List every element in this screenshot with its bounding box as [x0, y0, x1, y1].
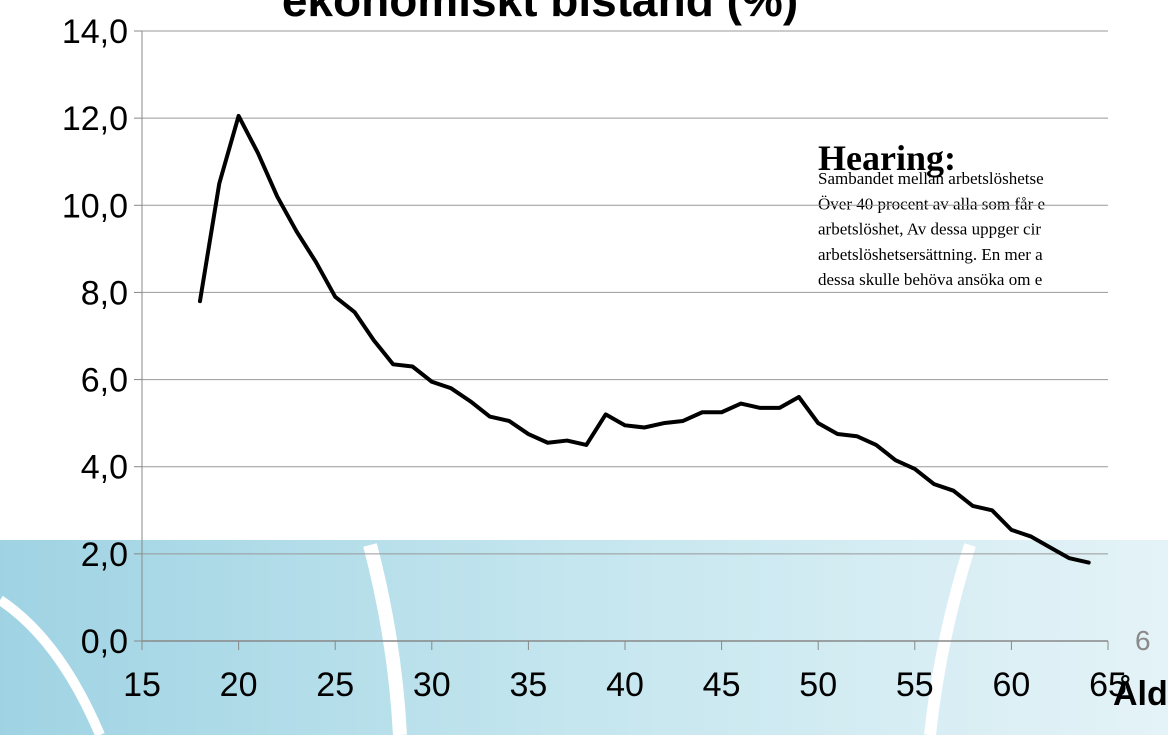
x-tick-label: 40: [606, 666, 644, 704]
annotation-line: arbetslöshet, Av dessa uppger cir: [818, 220, 1041, 239]
y-tick-label: 14,0: [62, 13, 128, 51]
x-axis-label: Ålder: [1113, 675, 1168, 713]
x-tick-label: 30: [413, 666, 451, 704]
annotation-line: Över 40 procent av alla som får e: [818, 194, 1045, 213]
annotation-heading: Hearing:: [818, 138, 956, 178]
x-tick-label: 45: [703, 666, 741, 704]
annotation-text: Sambandet mellan arbetslöshetse Över 40 p…: [818, 169, 1045, 289]
slide-number: 6: [1135, 625, 1151, 656]
y-tick-label: 2,0: [81, 536, 128, 574]
x-tick-label: 50: [799, 666, 837, 704]
chart-title: ekonomiskt bistånd (%): [282, 0, 798, 26]
x-tick-label: 55: [896, 666, 934, 704]
y-tick-label: 0,0: [81, 623, 128, 661]
decor-curve: [924, 543, 976, 735]
x-tick-label: 65: [1089, 666, 1127, 704]
decor-band: [0, 540, 1168, 735]
decor-curve: [363, 543, 407, 735]
y-tick-label: 6,0: [81, 362, 128, 400]
annotation-line: Sambandet mellan arbetslöshetse: [818, 169, 1044, 188]
y-tick-label: 12,0: [62, 100, 128, 138]
x-tick-label: 60: [992, 666, 1030, 704]
data-line: [197, 113, 1091, 565]
y-tick-label: 4,0: [81, 449, 128, 487]
y-tick-label: 10,0: [62, 187, 128, 225]
x-tick-label: 15: [123, 666, 161, 704]
y-tick-label: 8,0: [81, 274, 128, 312]
decor-curve: [0, 595, 105, 735]
annotation-line: arbetslöshetsersättning. En mer a: [818, 245, 1043, 264]
x-tick-label: 20: [220, 666, 258, 704]
x-tick-label: 35: [509, 666, 547, 704]
x-tick-label: 25: [316, 666, 354, 704]
annotation-line: dessa skulle behöva ansöka om e: [818, 270, 1042, 289]
